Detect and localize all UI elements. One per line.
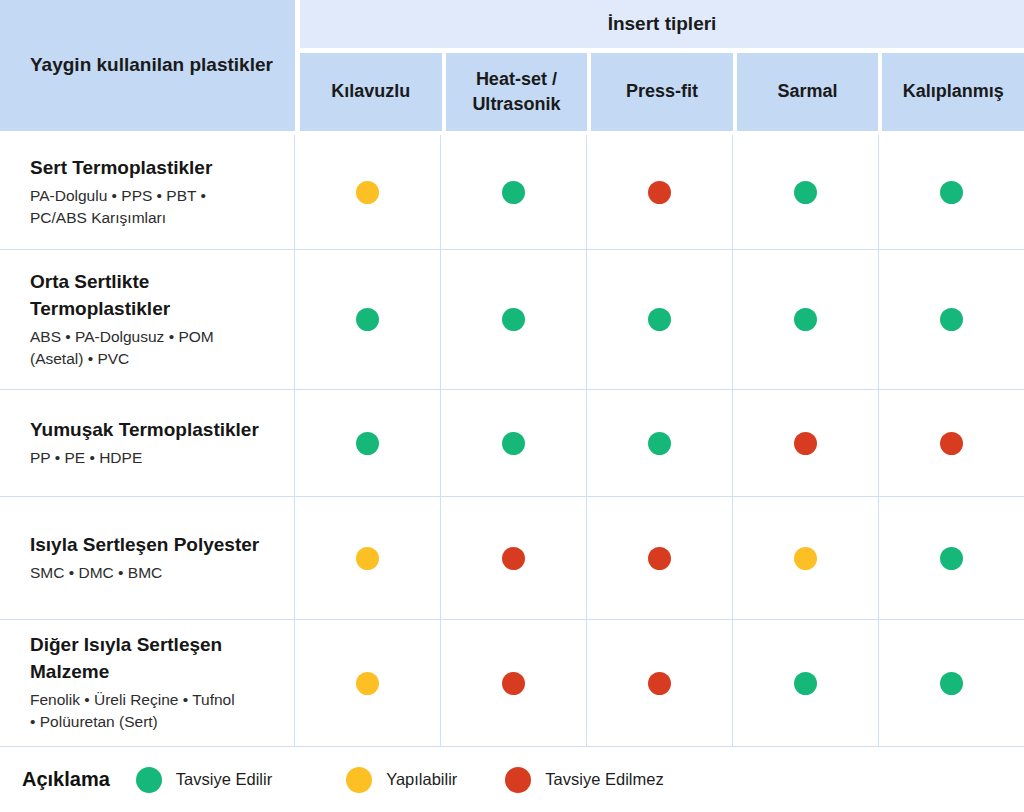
material-examples: PA-Dolgulu • PPS • PBT • PC/ABS Karışıml… bbox=[30, 185, 242, 230]
rating-cell bbox=[879, 620, 1024, 746]
rating-cell bbox=[587, 497, 733, 619]
rating-cell bbox=[733, 250, 879, 389]
row-header: Sert Termoplastikler PA-Dolgulu • PPS • P… bbox=[0, 135, 295, 249]
material-examples: Fenolik • Üreli Reçine • Tufnol • Polüur… bbox=[30, 689, 242, 734]
rating-cell bbox=[295, 620, 441, 746]
column-header: Heat-set / Ultrasonik bbox=[446, 53, 588, 131]
legend-label: Yapılabilir bbox=[386, 770, 457, 789]
legend-dot-not_recommended bbox=[505, 767, 531, 793]
rating-dot-recommended bbox=[940, 547, 963, 570]
rating-cell bbox=[295, 250, 441, 389]
table-row: Orta Sertlikte TermoplastiklerABS • PA-D… bbox=[0, 250, 1024, 390]
material-group-title: Orta Sertlikte Termoplastikler bbox=[30, 269, 268, 323]
rating-cell bbox=[879, 250, 1024, 389]
rating-cell bbox=[441, 135, 587, 249]
rating-dot-not_recommended bbox=[648, 181, 671, 204]
material-examples: ABS • PA-Dolgusuz • POM (Asetal) • PVC bbox=[30, 326, 242, 371]
rating-cell bbox=[733, 620, 879, 746]
table-row: Diğer Isıyla Sertleşen MalzemeFenolik • … bbox=[0, 620, 1024, 747]
material-group-title: Diğer Isıyla Sertleşen Malzeme bbox=[30, 632, 268, 686]
legend: Açıklama Tavsiye EdilirYapılabilirTavsiy… bbox=[0, 747, 1024, 812]
rating-dot-not_recommended bbox=[794, 432, 817, 455]
corner-header-cell: Yaygin kullanilan plastikler bbox=[0, 0, 295, 131]
rating-dot-recommended bbox=[502, 308, 525, 331]
rating-dot-recommended bbox=[356, 432, 379, 455]
rating-cell bbox=[295, 135, 441, 249]
legend-dot-recommended bbox=[136, 767, 162, 793]
column-header: Press-fit bbox=[591, 53, 733, 131]
rating-dot-not_recommended bbox=[502, 672, 525, 695]
rating-cell bbox=[295, 497, 441, 619]
column-header: Kılavuzlu bbox=[300, 53, 442, 131]
rating-cell bbox=[879, 135, 1024, 249]
column-header-row: KılavuzluHeat-set / UltrasonikPress-fitS… bbox=[300, 53, 1024, 131]
column-header: Sarmal bbox=[737, 53, 879, 131]
group-header-banner: İnsert tipleri bbox=[300, 0, 1024, 48]
table-row: Yumuşak Termoplastikler PP • PE • HDPE bbox=[0, 390, 1024, 497]
legend-label: Tavsiye Edilir bbox=[176, 770, 272, 789]
rating-cell bbox=[441, 390, 587, 496]
table-row: Sert Termoplastikler PA-Dolgulu • PPS • P… bbox=[0, 135, 1024, 250]
rating-dot-possible bbox=[356, 672, 379, 695]
table-header: Yaygin kullanilan plastikler İnsert tipl… bbox=[0, 0, 1024, 131]
rating-dot-recommended bbox=[502, 181, 525, 204]
insert-types-header: İnsert tipleri KılavuzluHeat-set / Ultra… bbox=[300, 0, 1024, 131]
material-examples: PP • PE • HDPE bbox=[30, 447, 242, 469]
legend-item-recommended: Tavsiye Edilir bbox=[136, 767, 272, 793]
rating-cell bbox=[441, 250, 587, 389]
legend-dot-possible bbox=[346, 767, 372, 793]
material-group-title: Isıyla Sertleşen Polyester bbox=[30, 532, 268, 559]
rating-cell bbox=[587, 250, 733, 389]
corner-header-label: Yaygin kullanilan plastikler bbox=[30, 51, 273, 80]
rating-dot-not_recommended bbox=[940, 432, 963, 455]
rating-dot-possible bbox=[794, 547, 817, 570]
legend-item-possible: Yapılabilir bbox=[346, 767, 457, 793]
insert-compatibility-table: Yaygin kullanilan plastikler İnsert tipl… bbox=[0, 0, 1024, 812]
rating-dot-possible bbox=[356, 547, 379, 570]
rating-dot-recommended bbox=[940, 181, 963, 204]
row-header: Isıyla Sertleşen Polyester SMC • DMC • BM… bbox=[0, 497, 295, 619]
material-group-title: Sert Termoplastikler bbox=[30, 155, 268, 182]
rating-cell bbox=[733, 390, 879, 496]
rating-cell bbox=[441, 620, 587, 746]
row-header: Yumuşak Termoplastikler PP • PE • HDPE bbox=[0, 390, 295, 496]
rating-cell bbox=[879, 497, 1024, 619]
rating-cell bbox=[733, 497, 879, 619]
rating-cell bbox=[733, 135, 879, 249]
table-row: Isıyla Sertleşen Polyester SMC • DMC • BM… bbox=[0, 497, 1024, 620]
material-group-title: Yumuşak Termoplastikler bbox=[30, 417, 268, 444]
rating-dot-recommended bbox=[794, 672, 817, 695]
rating-dot-recommended bbox=[940, 672, 963, 695]
rating-cell bbox=[441, 497, 587, 619]
rating-dot-recommended bbox=[502, 432, 525, 455]
table-body: Sert Termoplastikler PA-Dolgulu • PPS • P… bbox=[0, 135, 1024, 747]
legend-items: Tavsiye Edilir Yapılabilir Tavsiye Edilmez bbox=[136, 767, 664, 793]
row-header: Orta Sertlikte TermoplastiklerABS • PA-D… bbox=[0, 250, 295, 389]
rating-cell bbox=[879, 390, 1024, 496]
rating-dot-recommended bbox=[648, 432, 671, 455]
rating-cell bbox=[587, 390, 733, 496]
rating-dot-recommended bbox=[794, 181, 817, 204]
rating-dot-not_recommended bbox=[502, 547, 525, 570]
rating-dot-not_recommended bbox=[648, 672, 671, 695]
column-header: Kalıplanmış bbox=[882, 53, 1024, 131]
rating-cell bbox=[587, 620, 733, 746]
rating-dot-possible bbox=[356, 181, 379, 204]
row-header: Diğer Isıyla Sertleşen MalzemeFenolik • … bbox=[0, 620, 295, 746]
legend-title: Açıklama bbox=[22, 768, 110, 791]
rating-dot-recommended bbox=[648, 308, 671, 331]
rating-cell bbox=[587, 135, 733, 249]
group-header-label: İnsert tipleri bbox=[608, 13, 717, 35]
material-examples: SMC • DMC • BMC bbox=[30, 562, 242, 584]
rating-dot-recommended bbox=[940, 308, 963, 331]
rating-dot-recommended bbox=[794, 308, 817, 331]
rating-dot-not_recommended bbox=[648, 547, 671, 570]
legend-item-not_recommended: Tavsiye Edilmez bbox=[505, 767, 663, 793]
legend-label: Tavsiye Edilmez bbox=[545, 770, 663, 789]
rating-cell bbox=[295, 390, 441, 496]
rating-dot-recommended bbox=[356, 308, 379, 331]
